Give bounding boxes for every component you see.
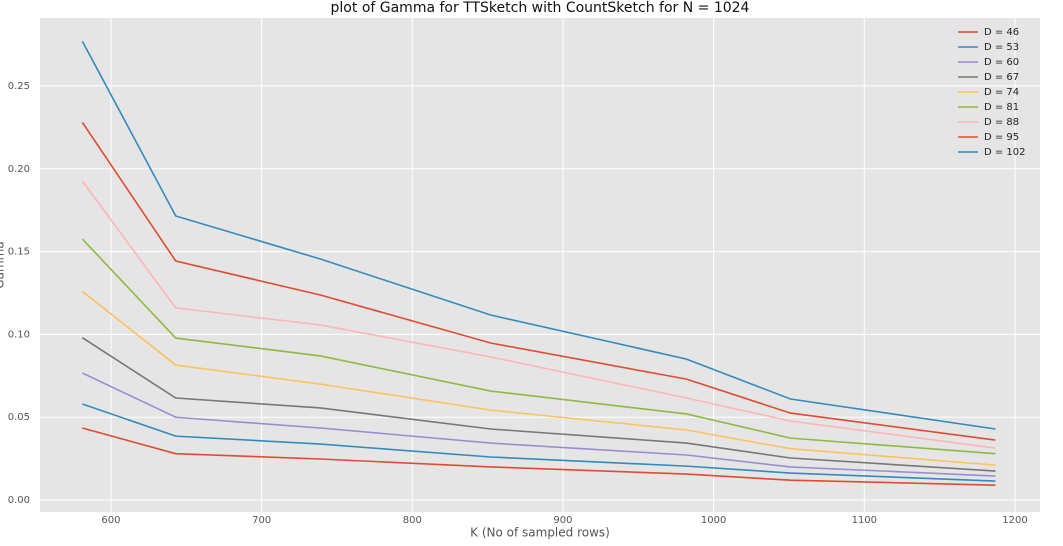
- series-line: [81, 337, 996, 472]
- series-line: [82, 403, 996, 482]
- legend-label: D = 46: [984, 27, 1019, 38]
- grid: 0.00 0.05 0.10 0.15 0.20 0.25 600 700 800 900 1000…: [8, 18, 1040, 526]
- y-tick-label: 0.20: [8, 164, 30, 175]
- plot-area: [40, 18, 1040, 512]
- series-line: [81, 40, 996, 430]
- series-line: [81, 372, 996, 477]
- y-axis-label: Gamma: [0, 241, 7, 288]
- x-axis-label: K (No of sampled rows): [470, 526, 610, 540]
- series-line: [81, 121, 996, 441]
- y-tick-label: 0.25: [8, 81, 30, 92]
- y-tick-label: 0.15: [8, 247, 30, 258]
- y-tick-label: 0.10: [8, 329, 30, 340]
- series-line: [82, 427, 996, 486]
- chart-title: plot of Gamma for TTSketch with CountSke…: [331, 0, 750, 16]
- legend-label: D = 88: [984, 117, 1019, 128]
- series-line: [81, 180, 996, 449]
- legend-label: D = 81: [984, 102, 1019, 113]
- x-tick-label: 1000: [701, 515, 726, 526]
- legend: D = 46 D = 53 D = 60 D = 67 D = 74 D = 81 D = …: [958, 27, 1026, 158]
- x-tick-label: 700: [252, 515, 271, 526]
- legend-label: D = 74: [984, 87, 1019, 98]
- series-line: [81, 238, 996, 455]
- legend-label: D = 67: [984, 72, 1019, 83]
- series-line: [81, 290, 996, 466]
- x-tick-label: 800: [403, 515, 422, 526]
- legend-label: D = 102: [984, 147, 1026, 158]
- legend-label: D = 53: [984, 42, 1019, 53]
- y-tick-label: 0.05: [8, 412, 30, 423]
- x-tick-label: 1100: [852, 515, 877, 526]
- legend-label: D = 60: [984, 57, 1019, 68]
- x-tick-label: 600: [101, 515, 120, 526]
- x-tick-label: 900: [553, 515, 572, 526]
- lines: [81, 40, 996, 486]
- y-tick-label: 0.00: [8, 495, 30, 506]
- x-tick-label: 1200: [1002, 515, 1027, 526]
- legend-label: D = 95: [984, 132, 1019, 143]
